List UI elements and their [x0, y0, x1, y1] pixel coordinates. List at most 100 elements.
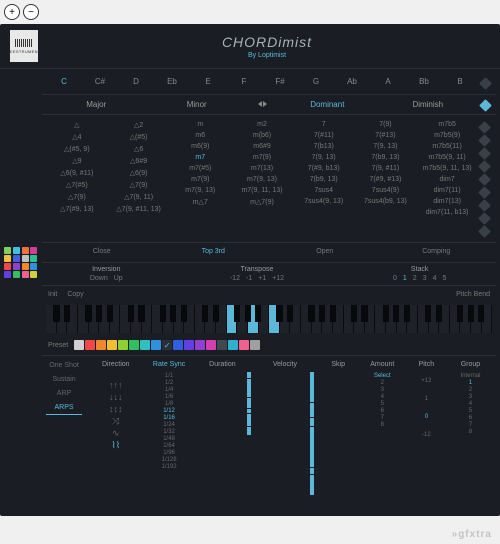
root-note-Eb[interactable]: Eb [154, 75, 190, 90]
chord-cell[interactable]: m7(#5) [169, 163, 231, 174]
velocity-bars[interactable] [254, 372, 316, 495]
chord-cell[interactable]: m7(13) [231, 163, 293, 174]
pitch-item[interactable]: 0 [425, 408, 428, 426]
chord-cell[interactable]: m [169, 119, 231, 130]
chord-cell[interactable]: m7b5(11) [416, 141, 478, 152]
chord-cell[interactable]: △6(9, #11) [46, 167, 108, 179]
black-key[interactable] [213, 305, 219, 322]
preset-swatch[interactable] [239, 340, 249, 350]
black-key[interactable] [202, 305, 208, 322]
chord-diamond-icon[interactable] [479, 212, 492, 225]
direction-icons[interactable]: ↑↑↑ ↓↓↓ ↕↕↕ ⤨ ∿ ⌇⌇ [85, 372, 147, 495]
preset-swatch[interactable] [206, 340, 216, 350]
amount-item[interactable]: 8 [381, 421, 384, 428]
pitchbend-toggle[interactable]: Pitch Bend [456, 291, 490, 298]
rate-item[interactable]: 1/64 [163, 442, 175, 449]
duration-bars[interactable] [192, 372, 254, 495]
black-key[interactable] [276, 305, 282, 322]
duration-bar[interactable] [247, 372, 251, 378]
black-key[interactable] [170, 305, 176, 322]
chord-cell[interactable]: 7(9) [355, 119, 417, 130]
launch-pad[interactable] [13, 263, 20, 270]
chord-cell[interactable]: 7(b9, 13) [293, 174, 355, 185]
pitch-item[interactable]: 1 [425, 390, 428, 408]
chord-cell[interactable]: m7(9) [231, 152, 293, 163]
preset-swatch[interactable] [96, 340, 106, 350]
root-note-A[interactable]: A [370, 75, 406, 90]
preset-check-icon[interactable]: ✓ [162, 340, 172, 350]
black-key[interactable] [457, 305, 463, 322]
black-key[interactable] [128, 305, 134, 322]
chord-cell[interactable]: 7(b9, 13) [355, 152, 417, 163]
pitch-list[interactable]: +1210-12 [405, 372, 448, 495]
black-key[interactable] [234, 305, 240, 322]
chord-cell[interactable]: △7(#5) [46, 179, 108, 191]
piano-keyboard[interactable] [46, 305, 492, 333]
launch-pad[interactable] [4, 263, 11, 270]
chord-cell[interactable]: m6 [169, 130, 231, 141]
type-nav[interactable] [247, 97, 277, 112]
voicing-comping[interactable]: Comping [381, 246, 493, 257]
launch-pad[interactable] [22, 271, 29, 278]
launch-pad[interactable] [22, 255, 29, 262]
chord-cell[interactable]: 7(#11) [293, 130, 355, 141]
group-internal[interactable]: Internal [460, 372, 480, 379]
launch-pad[interactable] [30, 247, 37, 254]
root-note-F[interactable]: F [226, 75, 262, 90]
chord-cell[interactable]: △6#9 [108, 155, 170, 167]
chord-cell[interactable]: m7b5(9) [416, 130, 478, 141]
black-key[interactable] [245, 305, 251, 322]
launch-pad[interactable] [30, 263, 37, 270]
root-note-D[interactable]: D [118, 75, 154, 90]
pitch-item[interactable]: -12 [422, 426, 431, 444]
chord-cell[interactable]: 7sus4(b9, 13) [355, 196, 417, 207]
chord-cell[interactable]: dim7(13) [416, 196, 478, 207]
type-major[interactable]: Major [46, 97, 146, 112]
black-key[interactable] [404, 305, 410, 322]
chord-cell[interactable]: m6(9) [169, 141, 231, 152]
chord-cell[interactable]: dim7(11, b13) [416, 207, 478, 218]
chord-cell[interactable]: △7(#9, 13) [46, 203, 108, 215]
init-button[interactable]: Init [48, 291, 57, 298]
rate-item[interactable]: 1/32 [163, 428, 175, 435]
arp-mode-arps[interactable]: ARPS [46, 401, 82, 415]
chord-cell[interactable]: m6#9 [231, 141, 293, 152]
preset-swatch[interactable] [250, 340, 260, 350]
chord-cell[interactable]: 7(9, #11) [355, 163, 417, 174]
chord-cell[interactable]: 7(#9, #13) [355, 174, 417, 185]
launch-pad[interactable] [30, 271, 37, 278]
group-item[interactable]: 2 [469, 386, 472, 393]
root-note-C#[interactable]: C# [82, 75, 118, 90]
black-key[interactable] [319, 305, 325, 322]
black-key[interactable] [361, 305, 367, 322]
black-key[interactable] [107, 305, 113, 322]
zoom-out-button[interactable]: − [23, 4, 39, 20]
black-key[interactable] [255, 305, 261, 322]
chord-diamond-icon[interactable] [479, 173, 492, 186]
launch-pad[interactable] [13, 271, 20, 278]
chord-cell[interactable]: m7 [169, 152, 231, 163]
black-key[interactable] [64, 305, 70, 322]
chord-diamond-icon[interactable] [479, 134, 492, 147]
preset-swatch[interactable] [140, 340, 150, 350]
amount-item[interactable]: 6 [381, 407, 384, 414]
group-item[interactable]: 8 [469, 428, 472, 435]
stack-val[interactable]: 5 [443, 275, 447, 282]
amount-item[interactable]: 4 [381, 393, 384, 400]
chord-cell[interactable]: m7(9) [169, 174, 231, 185]
inversion-down[interactable]: Down [90, 275, 108, 282]
chord-cell[interactable]: △(#5) [108, 131, 170, 143]
chord-diamond-icon[interactable] [479, 186, 492, 199]
rate-item[interactable]: 1/128 [162, 456, 177, 463]
rate-item[interactable]: 1/48 [163, 435, 175, 442]
launch-pad[interactable] [13, 247, 20, 254]
skip-body[interactable] [317, 372, 360, 495]
root-note-F#[interactable]: F# [262, 75, 298, 90]
amount-select[interactable]: Select [374, 372, 391, 379]
chord-cell[interactable]: △7(9) [46, 191, 108, 203]
arp-mode-arp[interactable]: ARP [46, 387, 82, 400]
chord-cell[interactable]: △6(9) [108, 167, 170, 179]
preset-swatch[interactable] [151, 340, 161, 350]
rate-item[interactable]: 1/1 [165, 372, 173, 379]
group-item[interactable]: 6 [469, 414, 472, 421]
